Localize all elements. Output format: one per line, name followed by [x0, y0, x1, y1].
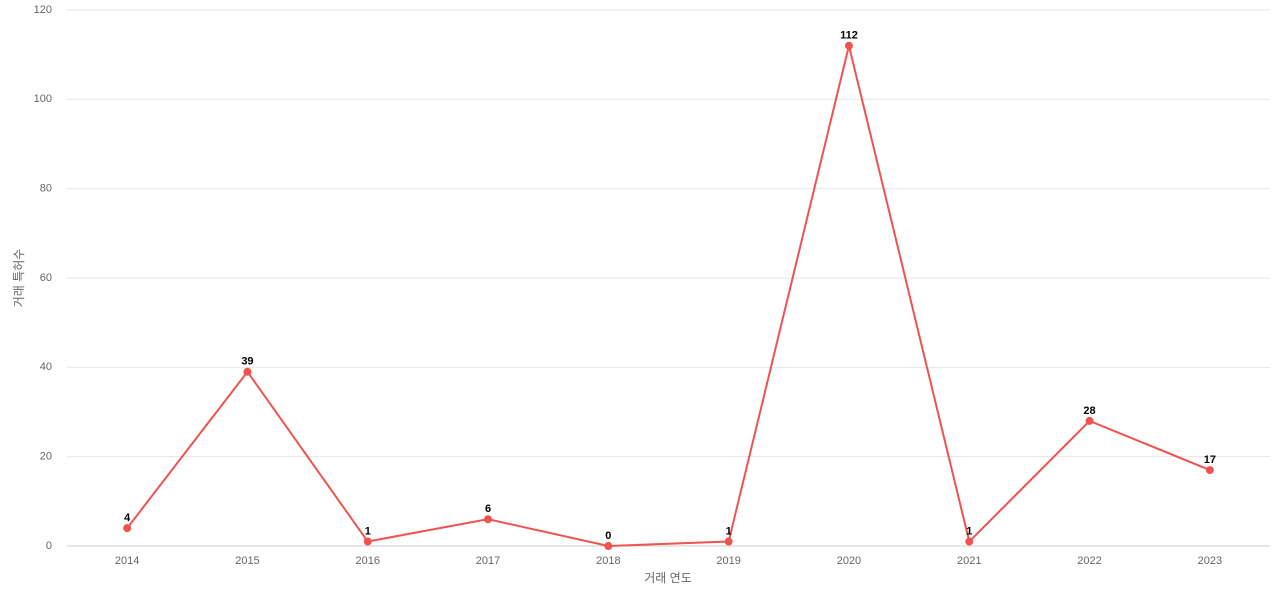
- x-tick-label: 2014: [115, 555, 139, 567]
- y-tick-label: 60: [40, 272, 52, 284]
- x-tick-label: 2019: [716, 555, 740, 567]
- y-tick-label: 20: [40, 451, 52, 463]
- point: [123, 524, 132, 533]
- y-axis-title: 거래 특허수: [12, 249, 26, 308]
- point: [724, 537, 733, 546]
- value-label: 1: [365, 525, 371, 537]
- y-tick-label: 80: [40, 183, 52, 195]
- x-tick-label: 2020: [837, 555, 861, 567]
- line: [126, 45, 1211, 548]
- point: [965, 537, 974, 546]
- y-tick-label: 120: [34, 4, 52, 16]
- point: [243, 367, 252, 376]
- value-label: 0: [605, 530, 611, 542]
- value-label: 4: [124, 512, 131, 524]
- y-tick-label: 100: [34, 93, 52, 105]
- value-label: 1: [726, 525, 732, 537]
- x-tick-label: 2017: [476, 555, 500, 567]
- point: [604, 542, 613, 550]
- value-label: 17: [1204, 454, 1216, 466]
- x-axis-title: 거래 연도: [644, 571, 692, 585]
- x-tick-label: 2018: [596, 555, 620, 567]
- x-tick-label: 2021: [957, 555, 981, 567]
- x-tick-label: 2022: [1077, 555, 1101, 567]
- x-tick-label: 2016: [356, 555, 380, 567]
- x-tick-label: 2023: [1198, 555, 1222, 567]
- value-label: 28: [1083, 405, 1095, 417]
- value-label: 112: [840, 30, 858, 42]
- y-tick-label: 0: [46, 540, 52, 552]
- value-label: 6: [485, 503, 491, 515]
- point: [1085, 416, 1094, 425]
- point: [844, 41, 853, 50]
- value-label: 39: [241, 356, 253, 368]
- value-label: 1: [966, 525, 972, 537]
- y-tick-label: 40: [40, 361, 52, 373]
- point: [1205, 466, 1214, 475]
- x-tick-label: 2015: [235, 555, 259, 567]
- point: [363, 537, 372, 546]
- point: [484, 515, 493, 524]
